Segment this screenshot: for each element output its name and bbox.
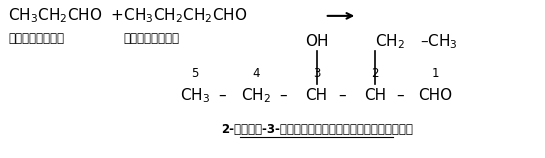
Text: CHO: CHO <box>419 88 452 103</box>
Text: CH$_3$CH$_2$CHO  +CH$_3$CH$_2$CH$_2$CHO: CH$_3$CH$_2$CHO +CH$_3$CH$_2$CH$_2$CHO <box>8 6 247 25</box>
Text: CH: CH <box>306 88 328 103</box>
Text: CH$_2$: CH$_2$ <box>375 32 405 51</box>
Text: ब्यूटेनल: ब्यूटेनल <box>124 32 180 45</box>
Text: –: – <box>397 88 404 103</box>
Text: 1: 1 <box>432 67 439 80</box>
Text: –CH$_3$: –CH$_3$ <box>420 32 458 51</box>
Text: 5: 5 <box>191 67 199 80</box>
Text: –: – <box>218 88 226 103</box>
Text: –: – <box>338 88 346 103</box>
Text: 2-एथिल-3-हाइड्रॉक्सीपेन्टेनल: 2-एथिल-3-हाइड्रॉक्सीपेन्टेनल <box>221 123 413 136</box>
Text: 3: 3 <box>313 67 320 80</box>
Text: OH: OH <box>305 34 329 49</box>
Text: CH$_2$: CH$_2$ <box>241 86 271 105</box>
Text: –: – <box>280 88 287 103</box>
Text: CH$_3$: CH$_3$ <box>180 86 210 105</box>
Text: 2: 2 <box>371 67 379 80</box>
Text: प्रोपेनल: प्रोपेनल <box>9 32 65 45</box>
Text: CH: CH <box>364 88 386 103</box>
Text: 4: 4 <box>252 67 260 80</box>
